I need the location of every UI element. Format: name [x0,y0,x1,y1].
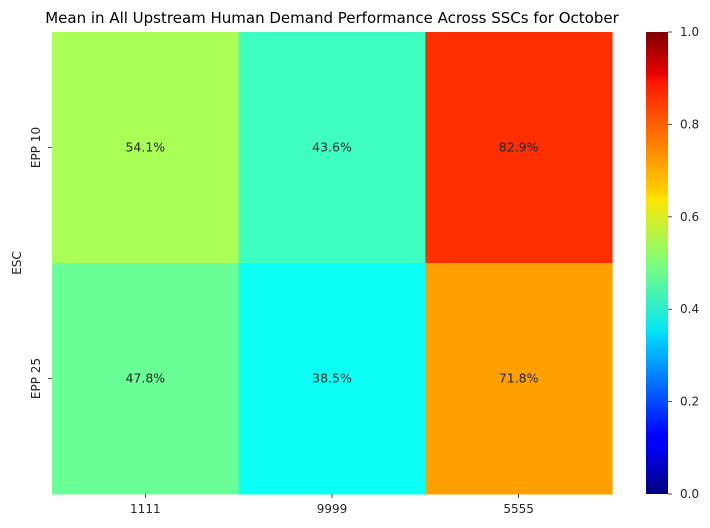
cell-value-label: 54.1% [125,140,165,155]
colorbar-tick-label: 0.6 [680,210,699,224]
x-tick-label: 5555 [503,502,534,516]
colorbar-tick-label: 0.2 [680,395,699,409]
colorbar-tick-label: 0.8 [680,117,699,131]
y-tick-label: EPP 10 [29,127,43,168]
heatmap-cell [238,263,426,495]
heatmap-cell [52,32,240,264]
heatmap-cell-labels: 54.1% 43.6% 82.9% 47.8% 38.5% 71.8% [125,140,538,386]
colorbar-tick-label: 0.0 [680,487,699,501]
cell-value-label: 38.5% [312,371,352,386]
cell-value-label: 47.8% [125,371,165,386]
colorbar-tick-label: 0.4 [680,302,699,316]
heatmap-cell [425,263,613,495]
cell-value-label: 43.6% [312,140,352,155]
cell-value-label: 82.9% [499,140,539,155]
heatmap-cells [52,32,613,495]
y-axis-ticks: EPP 10 EPP 25 [29,127,52,399]
colorbar-tick-label: 1.0 [680,25,699,39]
y-axis-label: ESC [10,251,24,275]
heatmap-cell [238,32,426,264]
x-tick-label: 1111 [130,502,161,516]
colorbar-ticks: 0.0 0.2 0.4 0.6 0.8 1.0 [668,25,699,501]
y-tick-label: EPP 25 [29,358,43,399]
chart-title: Mean in All Upstream Human Demand Perfor… [45,9,619,27]
x-axis-ticks: 1111 9999 5555 [130,494,534,516]
heatmap-cell [52,263,240,495]
cell-value-label: 71.8% [499,371,539,386]
heatmap-cell [425,32,613,264]
x-tick-label: 9999 [317,502,348,516]
colorbar [646,32,668,494]
